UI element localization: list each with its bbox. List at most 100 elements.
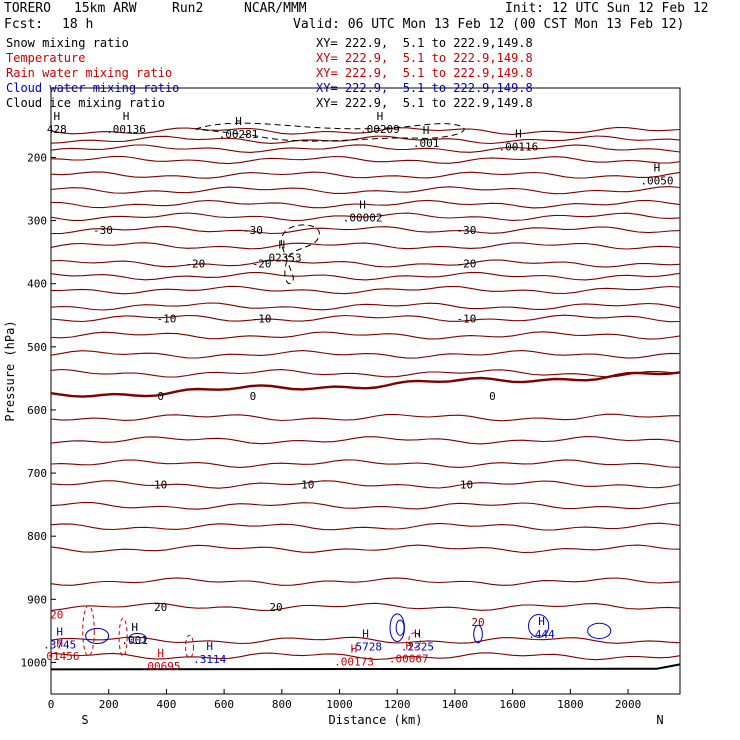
maximum-value: .0050 [640, 175, 673, 188]
temperature-contour [50, 480, 681, 489]
temperature-contour [50, 199, 681, 209]
field-xy: XY= 222.9, 5.1 to 222.9,149.8 [316, 51, 533, 65]
temperature-contour [50, 144, 681, 153]
maximum-marker: H [515, 128, 522, 141]
south-label: S [81, 713, 88, 727]
north-label: N [656, 713, 663, 727]
x-tick-label: 200 [99, 698, 119, 711]
maximum-value: .3114 [193, 653, 226, 666]
mixing-ratio-contour [85, 627, 110, 644]
header-fcst-hours: 18 h [62, 17, 94, 32]
contour-label: 10 [154, 478, 167, 491]
cloud-ice-contour [195, 122, 465, 142]
maximum-value: 428 [47, 123, 67, 136]
contour-label: -10 [457, 312, 477, 325]
maximum-marker: H [405, 639, 412, 652]
contour-label: -10 [252, 312, 272, 325]
x-tick-label: 1800 [557, 698, 584, 711]
contour-label: 20 [50, 608, 63, 621]
maximum-marker: H [123, 110, 130, 123]
header-resolution: 15km ARW [74, 1, 137, 16]
x-axis-label: Distance (km) [329, 713, 423, 727]
temperature-contour [50, 302, 681, 311]
maximum-value: .00116 [499, 141, 539, 154]
maximum-value: .00281 [219, 128, 259, 141]
contour-label: 20 [269, 601, 282, 614]
temperature-contour [50, 331, 681, 340]
header-model: TORERO [4, 1, 51, 16]
maximum-value: .3745 [43, 639, 76, 652]
y-tick-label: 300 [27, 215, 47, 228]
x-tick-label: 1200 [384, 698, 411, 711]
maximum-value: .00173 [334, 656, 374, 669]
maximum-value: .001 [121, 634, 148, 647]
contour-label: 20 [154, 601, 167, 614]
temperature-contour [50, 135, 681, 145]
maximum-value: .444 [528, 628, 555, 641]
mixing-ratio-contour [184, 634, 195, 659]
temperature-contour [50, 271, 681, 281]
mixing-ratio-contour [395, 619, 405, 636]
contour-label: -20 [252, 257, 272, 270]
plot-frame [50, 87, 681, 695]
maximum-marker: H [235, 115, 242, 128]
temperature-contour [50, 577, 681, 586]
maximum-marker: H [538, 615, 545, 628]
temperature-contour [50, 371, 681, 398]
field-xy: XY= 222.9, 5.1 to 222.9,149.8 [316, 36, 533, 50]
field-label: Snow mixing ratio [6, 36, 129, 50]
temperature-contour [50, 225, 681, 235]
y-tick-label: 500 [27, 341, 47, 354]
maximum-marker: H [654, 162, 661, 175]
field-label: Rain water mixing ratio [6, 66, 173, 80]
x-tick-label: 400 [156, 698, 176, 711]
mixing-ratio-contour [528, 613, 550, 638]
contour-label: -20 [457, 257, 477, 270]
x-tick-label: 1600 [499, 698, 526, 711]
temperature-contour [50, 544, 681, 554]
mixing-ratio-contour [82, 605, 95, 657]
y-tick-label: 600 [27, 404, 47, 417]
temperature-contour [50, 259, 681, 268]
field-xy: XY= 222.9, 5.1 to 222.9,149.8 [316, 96, 533, 110]
temperature-contour [50, 368, 681, 378]
temperature-contour [50, 636, 681, 645]
mixing-ratio-contour [473, 624, 483, 644]
maximum-marker: H [157, 647, 164, 660]
maximum-marker: H [377, 110, 384, 123]
maximum-value: .00136 [106, 123, 146, 136]
maximum-marker: H [279, 239, 286, 252]
x-tick-label: 1000 [326, 698, 353, 711]
header-org: NCAR/MMM [244, 1, 307, 16]
temperature-contour [50, 126, 681, 135]
field-label: Temperature [6, 51, 86, 65]
maximum-value: .01456 [40, 650, 80, 663]
maximum-value: .2325 [401, 641, 434, 654]
temperature-contour [50, 459, 681, 468]
x-tick-label: 800 [272, 698, 292, 711]
maximum-value: .00067 [389, 652, 429, 665]
x-tick-label: 0 [48, 698, 55, 711]
y-tick-label: 800 [27, 530, 47, 543]
maximum-value: .5728 [349, 641, 382, 654]
header-init: Init: 12 UTC Sun 12 Feb 12 [505, 1, 709, 16]
temperature-contour [50, 242, 681, 250]
temperature-contour [50, 212, 681, 222]
maximum-marker: H [131, 621, 138, 634]
temperature-contour [50, 314, 681, 323]
mixing-ratio-contour [389, 613, 405, 643]
maximum-marker: H [56, 626, 63, 639]
field-label: Cloud ice mixing ratio [6, 96, 165, 110]
maximum-marker: H [206, 640, 213, 653]
contour-label: 20 [471, 616, 484, 629]
maximum-value: .001 [413, 137, 440, 150]
mixing-ratio-contour [128, 632, 147, 645]
temperature-contour [50, 522, 681, 531]
contour-label: 10 [460, 478, 473, 491]
temperature-contour [50, 436, 681, 445]
maximum-marker: H [56, 637, 63, 650]
maximum-marker: H [362, 628, 369, 641]
contour-label: 0 [250, 390, 257, 403]
x-tick-label: 1400 [442, 698, 469, 711]
